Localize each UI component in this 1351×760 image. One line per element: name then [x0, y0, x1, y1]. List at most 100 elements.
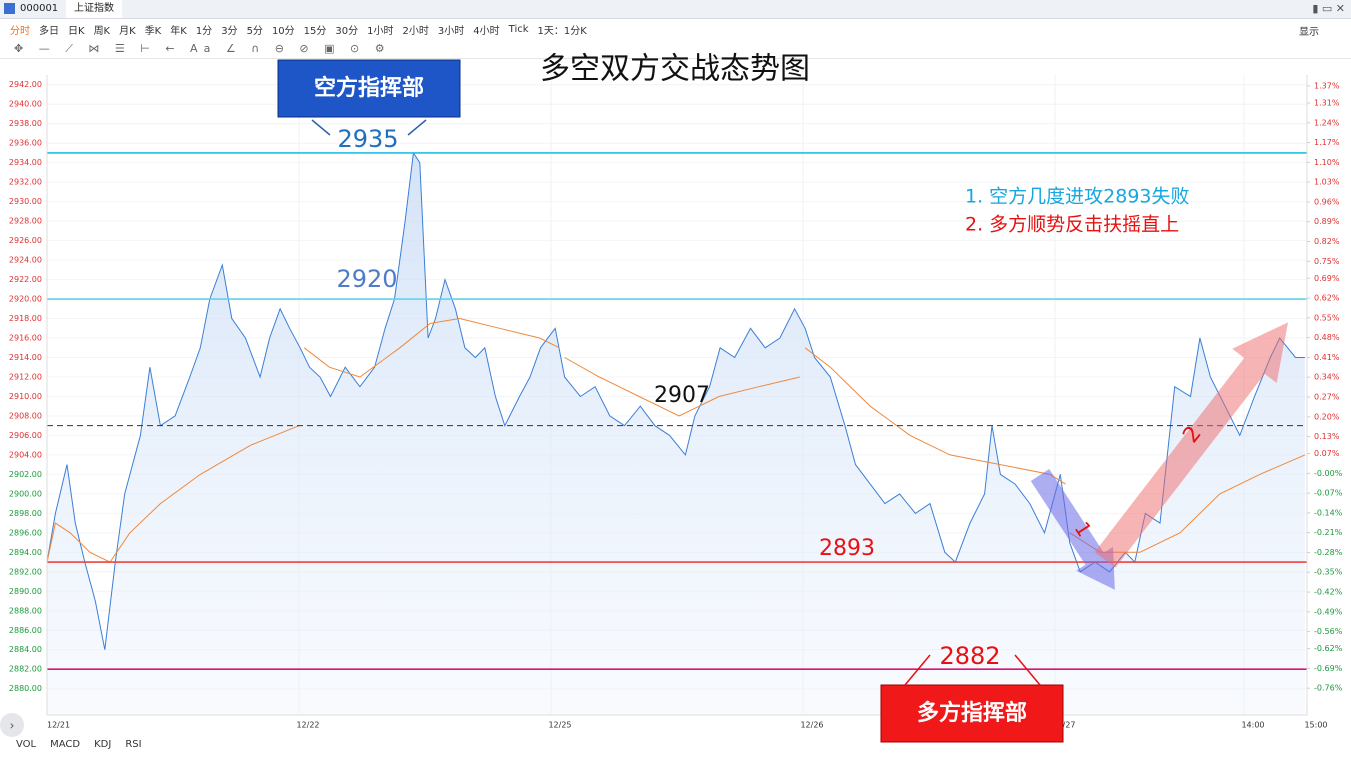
y-tick-label: 2942.00: [9, 80, 42, 89]
stock-tab[interactable]: 上证指数: [66, 0, 122, 18]
bear-hq-label: 空方指挥部: [314, 75, 424, 101]
title-bar: 000001 上证指数 ▮ ▭ ✕: [0, 0, 1351, 19]
y-tick-label: 2900.00: [9, 489, 42, 498]
y-tick-label: 2910.00: [9, 392, 42, 401]
connector: [904, 654, 931, 686]
expand-icon[interactable]: ›: [10, 719, 15, 733]
y-tick-label: 2926.00: [9, 236, 42, 245]
y2-tick-label: 0.69%: [1314, 274, 1340, 283]
y2-tick-label: -0.28%: [1314, 548, 1343, 557]
y2-tick-label: 0.13%: [1314, 432, 1340, 441]
expand-button[interactable]: [0, 713, 24, 737]
indicator-tab[interactable]: RSI: [125, 739, 142, 750]
y-tick-label: 2940.00: [9, 100, 42, 109]
y2-tick-label: 1.17%: [1314, 138, 1340, 147]
bull-hq-label: 多方指挥部: [917, 700, 1027, 726]
period-button[interactable]: 分时: [10, 25, 30, 37]
y-tick-label: 2890.00: [9, 587, 42, 596]
y-tick-label: 2886.00: [9, 626, 42, 635]
y2-tick-label: 1.03%: [1314, 178, 1340, 187]
period-button[interactable]: 日K: [68, 25, 85, 37]
price-area: [47, 152, 1305, 715]
indicator-tabs: VOL MACD KDJ RSI: [16, 739, 142, 750]
bear-arrow: [1030, 468, 1115, 590]
y2-tick-label: 0.55%: [1314, 313, 1340, 322]
y-tick-label: 2912.00: [9, 372, 42, 381]
reference-label: 2935: [337, 125, 398, 153]
period-button[interactable]: 1天：1分K: [537, 25, 587, 37]
y-tick-label: 2932.00: [9, 178, 42, 187]
reference-label: 2882: [939, 642, 1000, 670]
period-button[interactable]: 1小时: [367, 25, 394, 37]
window-buttons[interactable]: ▮ ▭ ✕: [1312, 2, 1345, 15]
y2-tick-label: 0.41%: [1314, 353, 1340, 362]
y2-tick-label: 1.31%: [1314, 98, 1340, 107]
period-button[interactable]: 2小时: [402, 25, 429, 37]
display-menu[interactable]: 显示: [1299, 27, 1319, 38]
y2-tick-label: 0.62%: [1314, 294, 1340, 303]
period-button[interactable]: 多日: [39, 25, 59, 37]
y2-tick-label: -0.76%: [1314, 684, 1343, 693]
y2-tick-label: -0.49%: [1314, 607, 1343, 616]
y2-tick-label: 1.24%: [1314, 118, 1340, 127]
period-toolbar: 分时 多日 日K 周K 月K 季K 年K 1分 3分 5分 10分 15分 30分 1小时 2小时 3小时 4小…: [0, 19, 1351, 39]
period-button[interactable]: 5分: [246, 25, 263, 37]
app-icon: [4, 3, 15, 14]
y-tick-label: 2896.00: [9, 528, 42, 537]
indicator-tab[interactable]: MACD: [50, 739, 81, 750]
connector: [1014, 654, 1041, 686]
indicator-tab[interactable]: VOL: [16, 739, 37, 750]
y2-tick-label: -0.00%: [1314, 469, 1343, 478]
y2-tick-label: -0.69%: [1314, 664, 1343, 673]
y-tick-label: 2916.00: [9, 334, 42, 343]
y-tick-label: 2920.00: [9, 295, 42, 304]
period-button[interactable]: 4小时: [473, 25, 500, 37]
x-tick-label: 12/26: [800, 721, 823, 730]
note: 1. 空方几度进攻2893失败: [965, 186, 1190, 208]
period-button[interactable]: 3小时: [437, 25, 465, 37]
period-button[interactable]: 周K: [93, 25, 111, 37]
y-tick-label: 2888.00: [9, 606, 42, 615]
reference-label: 2920: [336, 265, 397, 293]
y2-tick-label: 0.27%: [1314, 392, 1340, 401]
drawing-toolbar: ✥ — ⟋ ⋈ ☰ ⊢ ← Aa ∠ ∩ ⊖ ⊘ ▣ ⊙ ⚙: [0, 40, 1351, 59]
y-tick-label: 2906.00: [9, 431, 42, 440]
connector: [407, 119, 427, 136]
y-tick-label: 2908.00: [9, 411, 42, 420]
period-button[interactable]: 年K: [170, 25, 187, 37]
y2-tick-label: -0.14%: [1314, 508, 1343, 517]
tool-icons[interactable]: ✥ — ⟋ ⋈ ☰ ⊢ ← Aa ∠ ∩ ⊖ ⊘ ▣ ⊙ ⚙: [14, 42, 391, 55]
period-button[interactable]: 1分: [195, 25, 213, 37]
y-tick-label: 2922.00: [9, 275, 42, 284]
period-button[interactable]: 3分: [221, 25, 238, 37]
y2-tick-label: 0.34%: [1314, 373, 1340, 382]
y-tick-label: 2914.00: [9, 353, 42, 362]
period-button[interactable]: 季K: [144, 25, 162, 37]
y2-tick-label: 0.07%: [1314, 449, 1340, 458]
x-tick-label: 12/21: [47, 721, 70, 730]
indicator-tab[interactable]: KDJ: [94, 739, 112, 750]
period-button[interactable]: Tick: [508, 23, 529, 35]
y2-tick-label: 1.10%: [1314, 158, 1340, 167]
y2-tick-label: 0.20%: [1314, 412, 1340, 421]
stock-code: 000001: [20, 3, 59, 14]
period-button[interactable]: 30分: [335, 25, 359, 37]
x-tick-label: 12/22: [296, 721, 319, 730]
period-button[interactable]: 月K: [119, 25, 136, 37]
period-button[interactable]: 10分: [271, 25, 295, 37]
reference-label: 2893: [819, 536, 875, 561]
bull-hq-box: [880, 684, 1064, 743]
y2-tick-label: 0.48%: [1314, 333, 1340, 342]
note: 2. 多方顺势反击扶摇直上: [965, 214, 1179, 236]
y2-tick-label: -0.35%: [1314, 568, 1343, 577]
y2-tick-label: -0.42%: [1314, 588, 1343, 597]
y2-tick-label: 0.82%: [1314, 237, 1340, 246]
x-tick-label: 14:00: [1241, 721, 1264, 730]
period-button[interactable]: 15分: [303, 25, 327, 37]
y-tick-label: 2930.00: [9, 197, 42, 206]
y2-tick-label: 0.75%: [1314, 257, 1340, 266]
y-tick-label: 2924.00: [9, 256, 42, 265]
connector: [311, 119, 331, 136]
